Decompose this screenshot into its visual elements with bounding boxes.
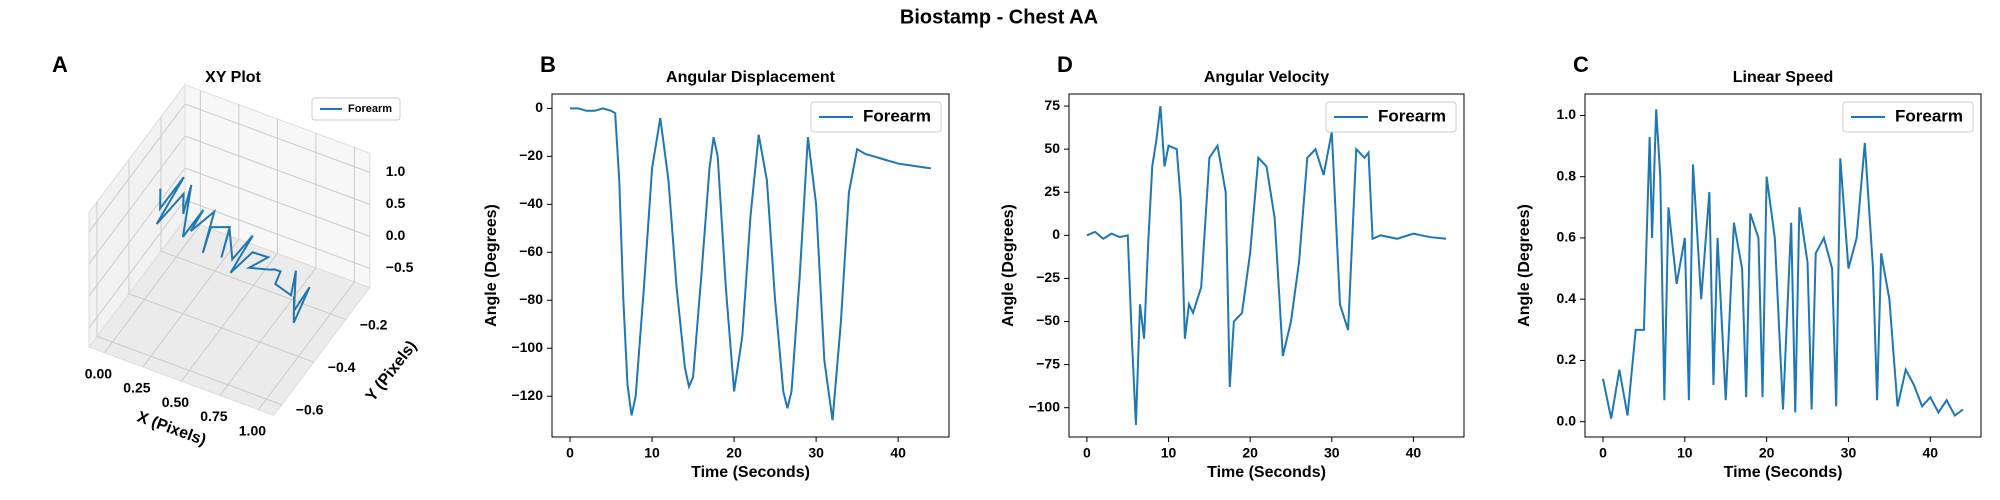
y-tick-label: 0.6: [1557, 229, 1577, 245]
x-axis-label: Time (Seconds): [1207, 464, 1326, 481]
x-tick-label: 20: [726, 445, 742, 461]
z-tick-label: −0.5: [386, 259, 414, 275]
y-tick-label: −75: [1036, 355, 1060, 371]
legend-label: Forearm: [348, 103, 392, 115]
chart-title: Angular Displacement: [666, 69, 836, 86]
z-tick-label: 1.0: [386, 163, 406, 179]
data-line: [155, 176, 311, 324]
y-tick-label: −0.4: [328, 359, 356, 375]
figure-title: Biostamp - Chest AA: [900, 6, 1098, 28]
x-tick-label: 10: [1161, 445, 1177, 461]
y-tick-label: 0: [1052, 226, 1060, 242]
x-tick-label: 20: [1242, 445, 1258, 461]
x-tick-label: 40: [890, 445, 906, 461]
x-tick-label: 30: [1324, 445, 1340, 461]
data-line: [570, 107, 932, 421]
x-tick-label: 0.50: [162, 394, 189, 410]
grid-line: [96, 335, 282, 406]
y-tick-label: 0.4: [1557, 290, 1577, 306]
y-tick-label: −60: [519, 243, 543, 259]
grid-line: [88, 103, 186, 233]
chart-title: XY Plot: [205, 69, 261, 86]
y-tick-label: 50: [1044, 140, 1060, 156]
x-axis-label: Time (Seconds): [1724, 464, 1843, 481]
x-axis-label: Time (Seconds): [691, 464, 810, 481]
y-tick-label: −100: [511, 339, 543, 355]
plot-frame: [1584, 93, 1982, 438]
z-tick-label: 0.5: [386, 195, 406, 211]
y-tick-label: −100: [1028, 398, 1060, 414]
grid-line: [88, 199, 186, 329]
y-tick-label: 0.8: [1557, 167, 1577, 183]
y-tick-label: 25: [1044, 183, 1060, 199]
y-tick-label: −0.6: [296, 401, 324, 417]
y-tick-label: −50: [1036, 312, 1060, 328]
chart-title: Linear Speed: [1733, 69, 1833, 86]
grid-line: [184, 167, 370, 237]
y-tick-label: −40: [519, 195, 543, 211]
x-tick-label: 0.75: [200, 408, 227, 424]
data-line: [1602, 109, 1964, 419]
y-tick-label: −120: [511, 387, 543, 403]
x-tick-label: 0: [1599, 445, 1607, 461]
x-axis-label: X (Pixels): [135, 409, 209, 450]
grid-line: [219, 267, 317, 396]
x-tick-label: 10: [1677, 445, 1693, 461]
y-tick-label: 0.2: [1557, 351, 1577, 367]
plot-frame: [1068, 93, 1465, 438]
x-tick-label: 10: [644, 445, 660, 461]
legend-box: [311, 97, 401, 121]
y-tick-label: 1.0: [1557, 106, 1577, 122]
panel-label: B: [540, 52, 556, 77]
legend-box: [1842, 101, 1974, 133]
legend-box: [1325, 101, 1457, 133]
grid-line: [142, 238, 240, 368]
grid-line: [258, 281, 355, 411]
x-tick-label: 30: [1841, 445, 1857, 461]
grid-line: [88, 167, 186, 297]
grid-line: [88, 135, 186, 265]
grid-line: [104, 224, 201, 354]
grid-line: [160, 250, 346, 321]
grid-line: [184, 103, 370, 173]
grid-line: [184, 199, 370, 269]
y-tick-label: 75: [1044, 97, 1060, 113]
grid-line: [184, 135, 370, 205]
legend-box: [810, 101, 942, 133]
x-tick-label: 40: [1922, 445, 1938, 461]
chart-title: Angular Velocity: [1204, 69, 1329, 86]
y-tick-label: 0.0: [1557, 412, 1577, 428]
grid-line: [181, 253, 278, 382]
legend-label: Forearm: [1378, 106, 1446, 125]
y-tick-label: −0.2: [360, 316, 388, 332]
panel-label: C: [1573, 52, 1589, 77]
y-axis-label: Angle (Degrees): [1516, 204, 1533, 327]
y-axis-label: Angle (Degrees): [1000, 204, 1017, 327]
grid-line: [128, 293, 314, 363]
y-tick-label: −25: [1036, 269, 1060, 285]
x-tick-label: 40: [1406, 445, 1422, 461]
legend-label: Forearm: [1895, 106, 1963, 125]
legend-label: Forearm: [863, 106, 931, 125]
x-tick-label: 1.00: [239, 422, 266, 438]
x-tick-label: 0: [566, 445, 574, 461]
z-tick-label: 0.0: [386, 227, 406, 243]
y-tick-label: −20: [519, 147, 543, 163]
y-axis-label: Y (Pixels): [363, 338, 421, 405]
panel-label: A: [52, 52, 68, 77]
y-tick-label: 0: [535, 99, 543, 115]
data-line: [1086, 105, 1447, 425]
x-tick-label: 0.25: [123, 380, 150, 396]
x-tick-label: 30: [808, 445, 824, 461]
y-axis-label: Angle (Degrees): [483, 204, 500, 327]
y-tick-label: −80: [519, 291, 543, 307]
panel-label: D: [1057, 52, 1073, 77]
x-tick-label: 20: [1759, 445, 1775, 461]
x-tick-label: 0: [1083, 445, 1091, 461]
plot-frame: [551, 93, 950, 438]
x-tick-label: 0.00: [85, 365, 112, 381]
